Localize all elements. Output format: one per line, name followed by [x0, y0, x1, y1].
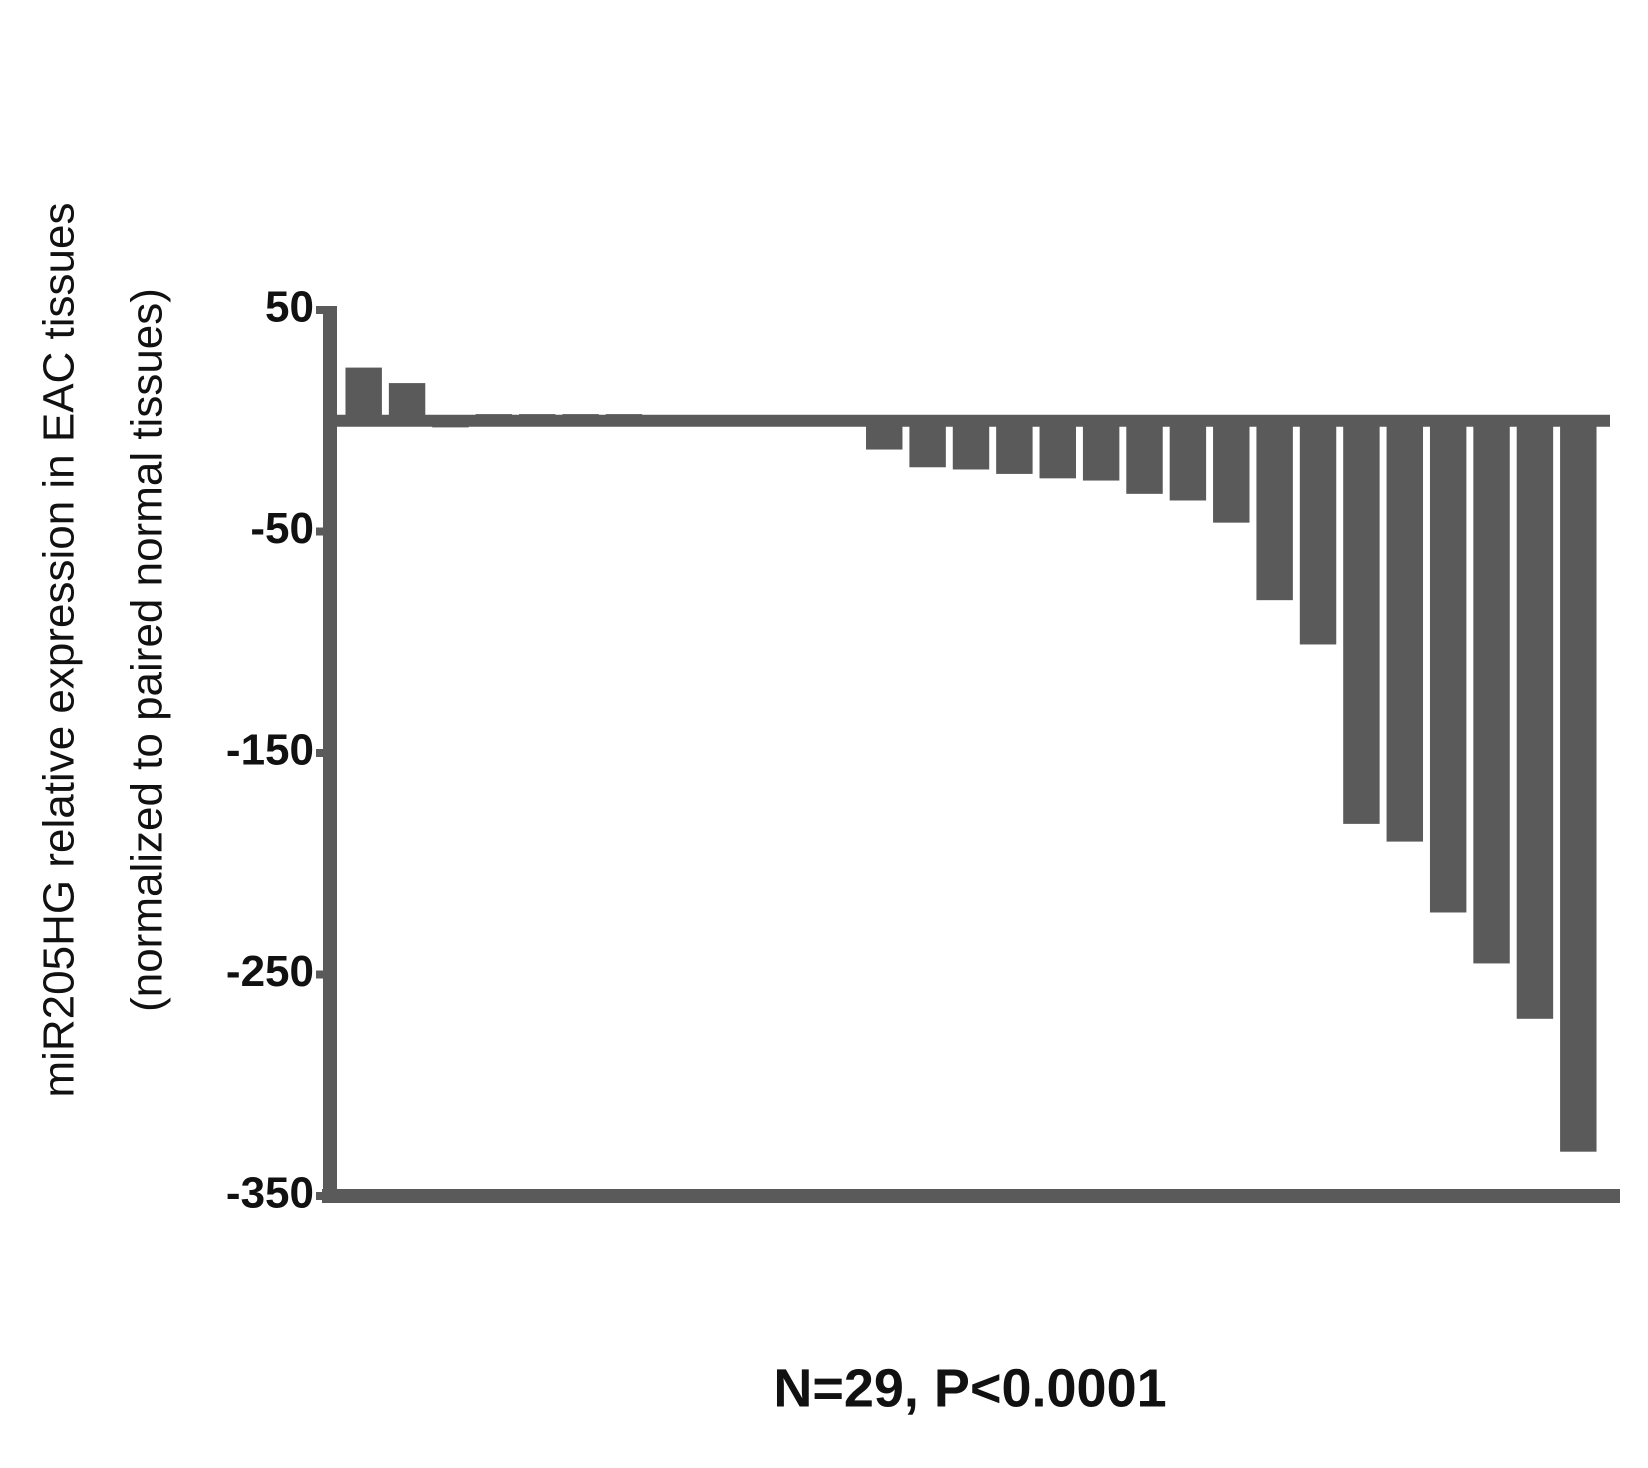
- bar: [1516, 420, 1554, 1019]
- y-tick-label: -350: [226, 1169, 314, 1218]
- bar: [1213, 420, 1250, 523]
- bar: [909, 420, 946, 468]
- bar: [952, 420, 990, 470]
- bar: [1082, 420, 1120, 481]
- bar: [996, 420, 1033, 474]
- bar: [1473, 420, 1510, 964]
- bar: [1169, 420, 1207, 501]
- bar: [1256, 420, 1293, 601]
- bar: [1039, 420, 1076, 479]
- x-axis-label: N=29, P<0.0001: [773, 1358, 1166, 1418]
- y-axis-label: (normalized to paired normal tissues): [123, 288, 172, 1012]
- bar: [388, 383, 426, 421]
- bar: [1126, 420, 1163, 494]
- bar: [345, 367, 382, 421]
- y-tick-label: -250: [226, 947, 314, 996]
- bar: [1343, 420, 1380, 824]
- bar: [1429, 420, 1467, 913]
- bar: [1386, 420, 1424, 842]
- bar: [1299, 420, 1337, 645]
- bar: [1560, 420, 1597, 1152]
- y-tick-label: 50: [265, 283, 314, 332]
- y-tick-label: -150: [226, 726, 314, 775]
- y-tick-label: -50: [250, 504, 314, 553]
- y-axis-label: miR205HG relative expression in EAC tiss…: [35, 202, 84, 1097]
